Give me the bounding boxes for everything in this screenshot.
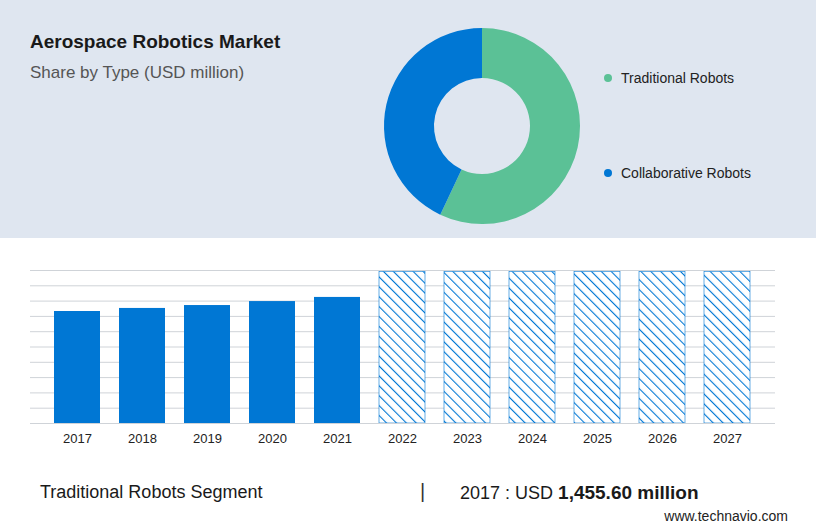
svg-text:2025: 2025 bbox=[583, 431, 612, 446]
svg-text:2021: 2021 bbox=[323, 431, 352, 446]
svg-text:2018: 2018 bbox=[128, 431, 157, 446]
html-text:Collaborative Robots: Collaborative Robots bbox=[621, 165, 751, 181]
html-text:www.technavio.com: www.technavio.com bbox=[664, 508, 788, 524]
svg-text:2027: 2027 bbox=[713, 431, 742, 446]
svg-text:2017: 2017 bbox=[63, 431, 92, 446]
html-text:Traditional Robots Segment: Traditional Robots Segment bbox=[40, 482, 263, 502]
svg-text:2022: 2022 bbox=[388, 431, 417, 446]
svg-text:2023: 2023 bbox=[453, 431, 482, 446]
html-text:Traditional Robots: Traditional Robots bbox=[621, 70, 735, 86]
svg-text:2019: 2019 bbox=[193, 431, 222, 446]
svg-text:2020: 2020 bbox=[258, 431, 287, 446]
html-text:2017 : USD 1,455.60 million: 2017 : USD 1,455.60 million bbox=[460, 482, 699, 503]
html-text:Aerospace Robotics Market: Aerospace Robotics Market bbox=[30, 31, 281, 52]
svg-text:2026: 2026 bbox=[648, 431, 677, 446]
html-text:Share by Type (USD million): Share by Type (USD million) bbox=[30, 63, 245, 82]
svg-text:2024: 2024 bbox=[518, 431, 547, 446]
